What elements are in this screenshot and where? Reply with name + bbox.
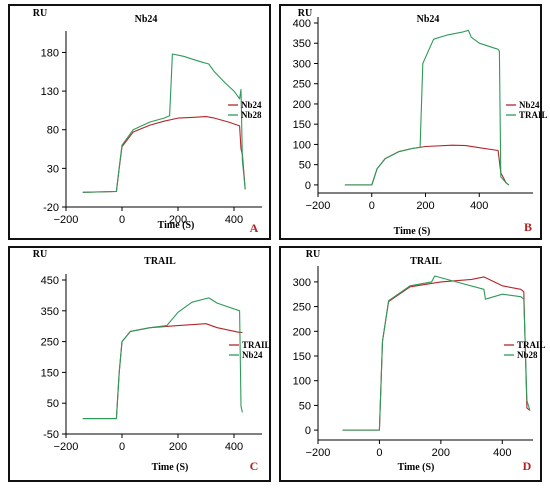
x-tick-label: −200 (306, 200, 331, 212)
x-tick-label: 0 (119, 214, 125, 226)
y-axis-unit-label: RU (33, 249, 47, 260)
x-tick-label: 400 (225, 441, 243, 453)
series-line-trail (342, 276, 531, 431)
chart-title: TRAIL (144, 256, 176, 267)
y-tick-label: 150 (293, 119, 311, 131)
series-line-nb28 (342, 275, 531, 431)
series-line-nb28 (82, 53, 246, 193)
y-tick-label: 30 (47, 163, 59, 175)
x-axis-title: Time (S) (158, 220, 195, 231)
y-tick-label: 300 (293, 277, 311, 289)
x-tick-label: 400 (493, 447, 511, 459)
y-tick-label: 0 (305, 425, 311, 437)
x-tick-label: 200 (416, 200, 434, 212)
legend-label: Nb28 (241, 110, 262, 120)
series-line-nb24 (82, 116, 246, 193)
y-tick-label: 50 (299, 400, 311, 412)
chart-panel-d: 0 50 100 150 200 250 300 −200 0 200 400 RU Time (S) T… (293, 249, 546, 473)
y-tick-label: 80 (47, 125, 59, 137)
y-tick-label: 130 (41, 86, 59, 98)
y-tick-label: 180 (41, 47, 59, 59)
y-tick-label: 100 (293, 139, 311, 151)
legend-label: Nb24 (241, 100, 262, 110)
legend-label: Nb24 (242, 350, 263, 360)
y-tick-label: -50 (43, 429, 59, 441)
series-line-nb24 (82, 297, 243, 420)
x-axis-title: Time (S) (152, 462, 189, 473)
panel-c-frame (8, 246, 271, 482)
x-tick-label: 400 (225, 214, 243, 226)
y-tick-label: 400 (293, 18, 311, 30)
y-tick-label: 150 (293, 351, 311, 363)
panel-letter: A (250, 221, 259, 235)
y-tick-label: 250 (293, 79, 311, 91)
chart-title: Nb24 (135, 14, 158, 25)
x-tick-label: 0 (119, 441, 125, 453)
x-axis-title: Time (S) (398, 462, 435, 473)
y-tick-label: 200 (293, 326, 311, 338)
x-axis-title: Time (S) (394, 226, 431, 237)
x-tick-label: 0 (376, 447, 382, 459)
y-tick-label: 350 (41, 306, 59, 318)
chart-title: Nb24 (417, 14, 440, 25)
y-tick-label: 450 (41, 275, 59, 287)
panel-letter: D (523, 459, 532, 473)
y-tick-label: 250 (293, 302, 311, 314)
y-tick-label: 300 (293, 58, 311, 70)
chart-panel-c: -50 50 150 250 350 450 −200 0 200 400 RU Time (S) TR… (33, 249, 271, 473)
panel-letter: B (524, 220, 532, 234)
legend-label: Nb28 (517, 350, 538, 360)
chart-panel-a: -20 30 80 130 180 −200 0 200 400 RU Time (S) Nb24 A N… (33, 8, 262, 235)
y-tick-label: 250 (41, 337, 59, 349)
x-tick-label: 200 (169, 214, 187, 226)
y-axis-unit-label: RU (33, 8, 47, 19)
legend-label: Nb24 (519, 100, 540, 110)
y-tick-label: 50 (299, 160, 311, 172)
y-tick-label: 150 (41, 367, 59, 379)
y-tick-label: 0 (305, 180, 311, 192)
series-line-trail (82, 323, 243, 420)
x-tick-label: 400 (470, 200, 488, 212)
x-tick-label: −200 (306, 447, 331, 459)
y-tick-label: 100 (293, 376, 311, 388)
legend-label: TRAIL (242, 340, 271, 350)
y-tick-label: -20 (43, 202, 59, 214)
y-tick-label: 50 (47, 398, 59, 410)
series-line-nb24 (344, 144, 510, 186)
series-line-trail (344, 29, 510, 186)
y-tick-label: 200 (293, 99, 311, 111)
x-tick-label: 200 (169, 441, 187, 453)
legend-label: TRAIL (519, 110, 548, 120)
x-tick-label: −200 (54, 214, 79, 226)
panel-letter: C (250, 459, 259, 473)
panel-b-frame (279, 4, 542, 240)
x-tick-label: 0 (369, 200, 375, 212)
legend-label: TRAIL (517, 340, 546, 350)
y-axis-unit-label: RU (298, 8, 312, 19)
y-tick-label: 350 (293, 38, 311, 50)
chart-title: TRAIL (410, 256, 442, 267)
x-tick-label: 200 (432, 447, 450, 459)
y-axis-unit-label: RU (306, 249, 320, 260)
x-tick-label: −200 (54, 441, 79, 453)
